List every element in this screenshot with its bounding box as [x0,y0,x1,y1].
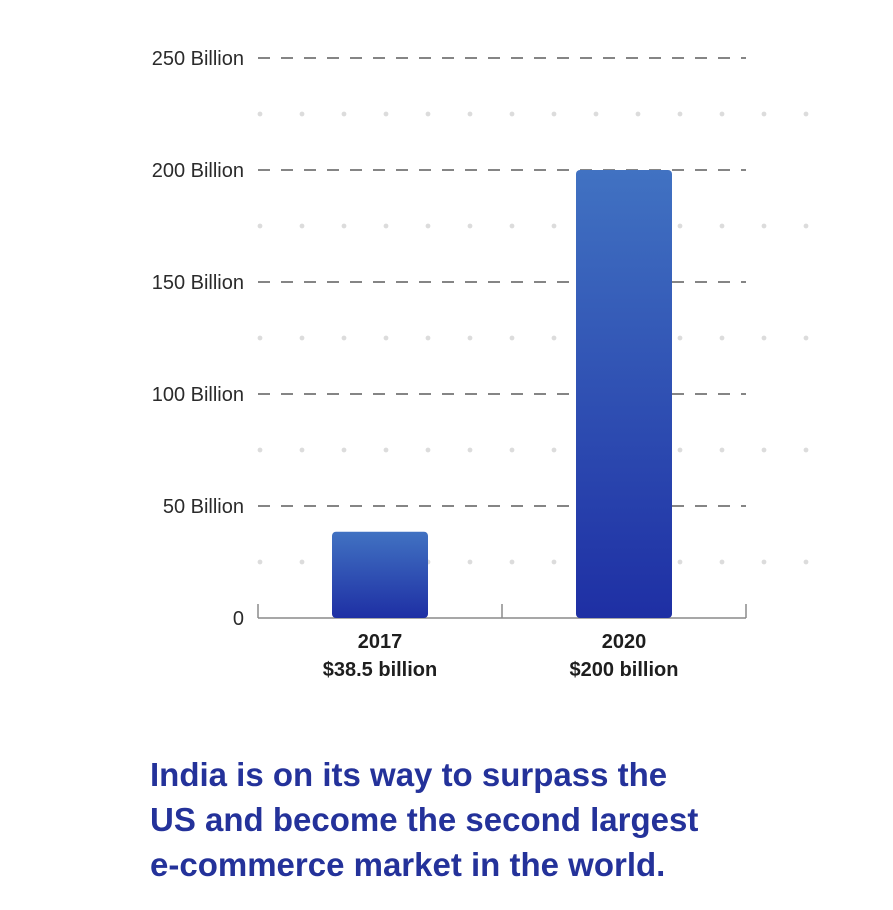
grid-dot [761,111,767,117]
grid-dot [803,223,809,229]
grid-dot [299,335,305,341]
grid-dot [803,559,809,565]
grid-dot [509,223,515,229]
grid-dot [299,111,305,117]
grid-dot [593,111,599,117]
grid-dot [467,559,473,565]
grid-dot [719,447,725,453]
grid-dot [383,335,389,341]
grid-dot [551,447,557,453]
grid-dot [677,559,683,565]
grid-dot [467,447,473,453]
grid-dot [719,223,725,229]
grid-dot [719,559,725,565]
grid-dot [257,447,263,453]
caption-line-2: US and become the second largest [150,801,699,838]
grid-dot [551,335,557,341]
grid-dot [467,111,473,117]
y-tick-label: 100 Billion [152,384,244,406]
grid-dot [509,447,515,453]
labels: 0 50 Billion 100 Billion 150 Billion 200 Bil… [152,48,679,681]
grid-dot [677,447,683,453]
grid-dot [425,111,431,117]
x-category-label: 2020 [602,631,647,653]
grid-dot [509,335,515,341]
grid-dot [719,335,725,341]
grid-dot [719,111,725,117]
caption: India is on its way to surpass the US an… [150,752,870,887]
grid-dot [467,335,473,341]
bar-2017 [332,531,428,618]
grid-dot [761,559,767,565]
y-tick-label: 150 Billion [152,272,244,294]
caption-line-1: India is on its way to surpass the [150,756,668,793]
grid-dot [341,335,347,341]
grid-dot [341,223,347,229]
grid-dot [803,111,809,117]
grid-dot [257,223,263,229]
grid-dot [299,559,305,565]
grid-dot [299,447,305,453]
grid-dot [299,223,305,229]
grid-dot [635,111,641,117]
grid-dot [761,335,767,341]
grid-dot [761,447,767,453]
caption-line-3: e-commerce market in the world. [150,846,666,883]
grid-dot [551,223,557,229]
grid-dot [425,223,431,229]
bar-chart: 0 50 Billion 100 Billion 150 Billion 200 Bil… [152,48,809,681]
grid-dot [803,335,809,341]
bar-value-label: $38.5 billion [323,659,437,681]
bars [332,170,672,618]
y-tick-label: 200 Billion [152,160,244,182]
grid-dot [257,559,263,565]
y-tick-label: 0 [233,608,244,630]
grid-dot [341,111,347,117]
y-tick-label: 250 Billion [152,48,244,70]
grid-dot [425,447,431,453]
grid-dot [509,559,515,565]
grid-dot [677,111,683,117]
bar-2020 [576,170,672,618]
bar-value-label: $200 billion [570,659,679,681]
grid-dot [425,335,431,341]
grid-dot [257,335,263,341]
grid-dot [383,111,389,117]
grid-dot [677,335,683,341]
grid-dot [551,111,557,117]
grid-dot [509,111,515,117]
grid-dot [257,111,263,117]
y-tick-label: 50 Billion [163,496,244,518]
grid-dot [383,223,389,229]
x-category-label: 2017 [358,631,403,653]
axes [257,604,747,619]
grid-dot [383,447,389,453]
grid [257,57,809,565]
grid-dot [467,223,473,229]
grid-dot [551,559,557,565]
grid-dot [803,447,809,453]
grid-dot [677,223,683,229]
grid-dot [341,447,347,453]
grid-dot [761,223,767,229]
